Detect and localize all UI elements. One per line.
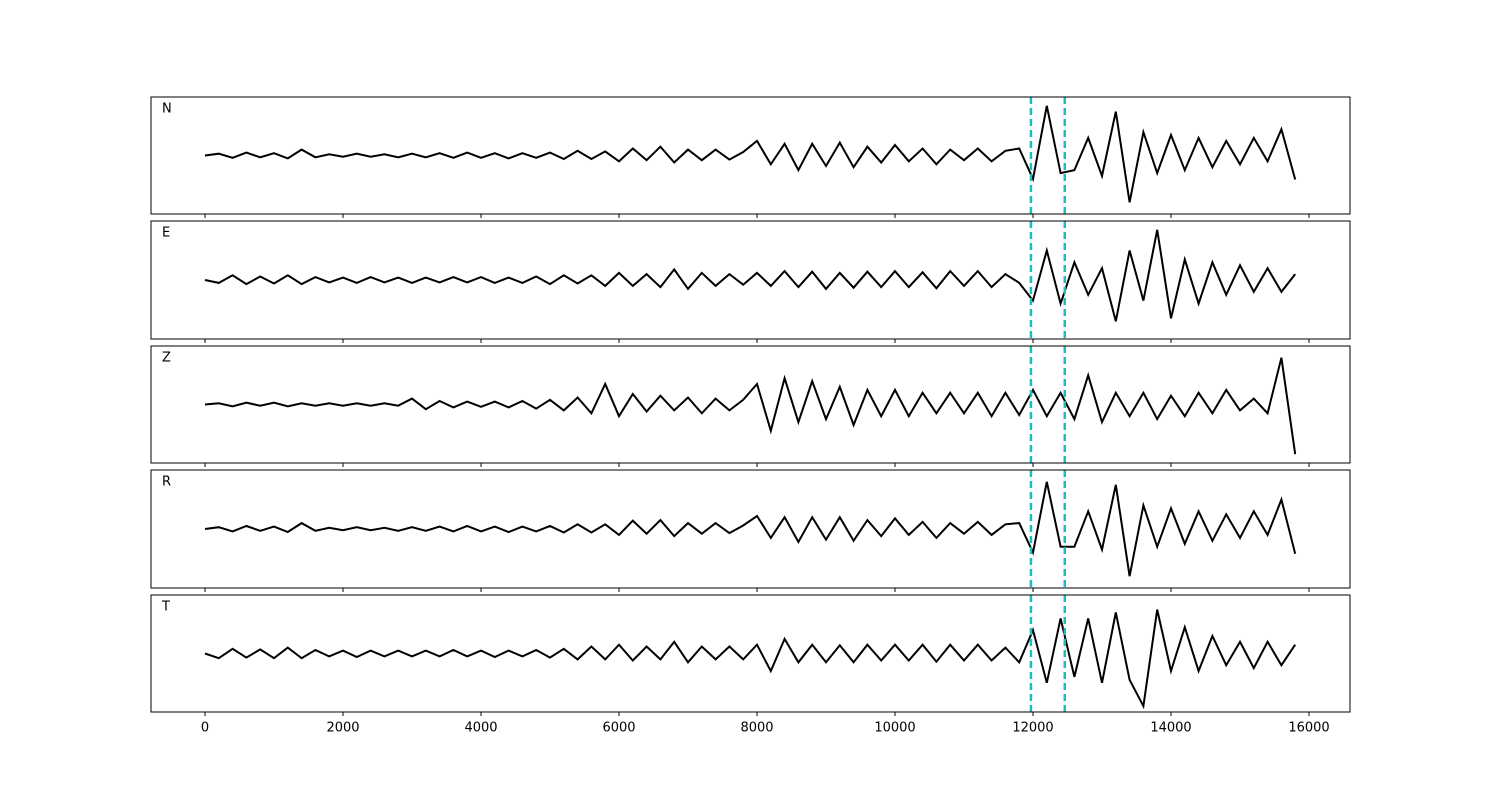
panel-label: T bbox=[161, 600, 170, 615]
waveform bbox=[204, 105, 1297, 203]
x-tick-label: 6000 bbox=[602, 721, 635, 736]
x-tick-label: 2000 bbox=[326, 721, 359, 736]
x-tick-label: 12000 bbox=[1012, 721, 1053, 736]
x-tick-label: 4000 bbox=[464, 721, 497, 736]
x-tick-label: 8000 bbox=[740, 721, 773, 736]
panel-label: N bbox=[162, 102, 172, 117]
waveform bbox=[204, 357, 1297, 455]
panel-frame bbox=[150, 96, 1351, 215]
x-tick-label: 16000 bbox=[1288, 721, 1329, 736]
waveform bbox=[204, 481, 1297, 577]
panel-frame bbox=[150, 469, 1351, 589]
panel-frame bbox=[150, 594, 1351, 713]
waveform bbox=[204, 609, 1297, 710]
panel-label: R bbox=[162, 475, 171, 490]
x-tick-label: 14000 bbox=[1150, 721, 1191, 736]
waveform bbox=[204, 229, 1296, 322]
panel-frame bbox=[150, 345, 1351, 464]
panel-label: E bbox=[162, 226, 170, 241]
panel-frame bbox=[150, 220, 1351, 340]
x-tick-label: 0 bbox=[201, 721, 209, 736]
panel-label: Z bbox=[162, 351, 171, 366]
x-tick-label: 10000 bbox=[874, 721, 915, 736]
